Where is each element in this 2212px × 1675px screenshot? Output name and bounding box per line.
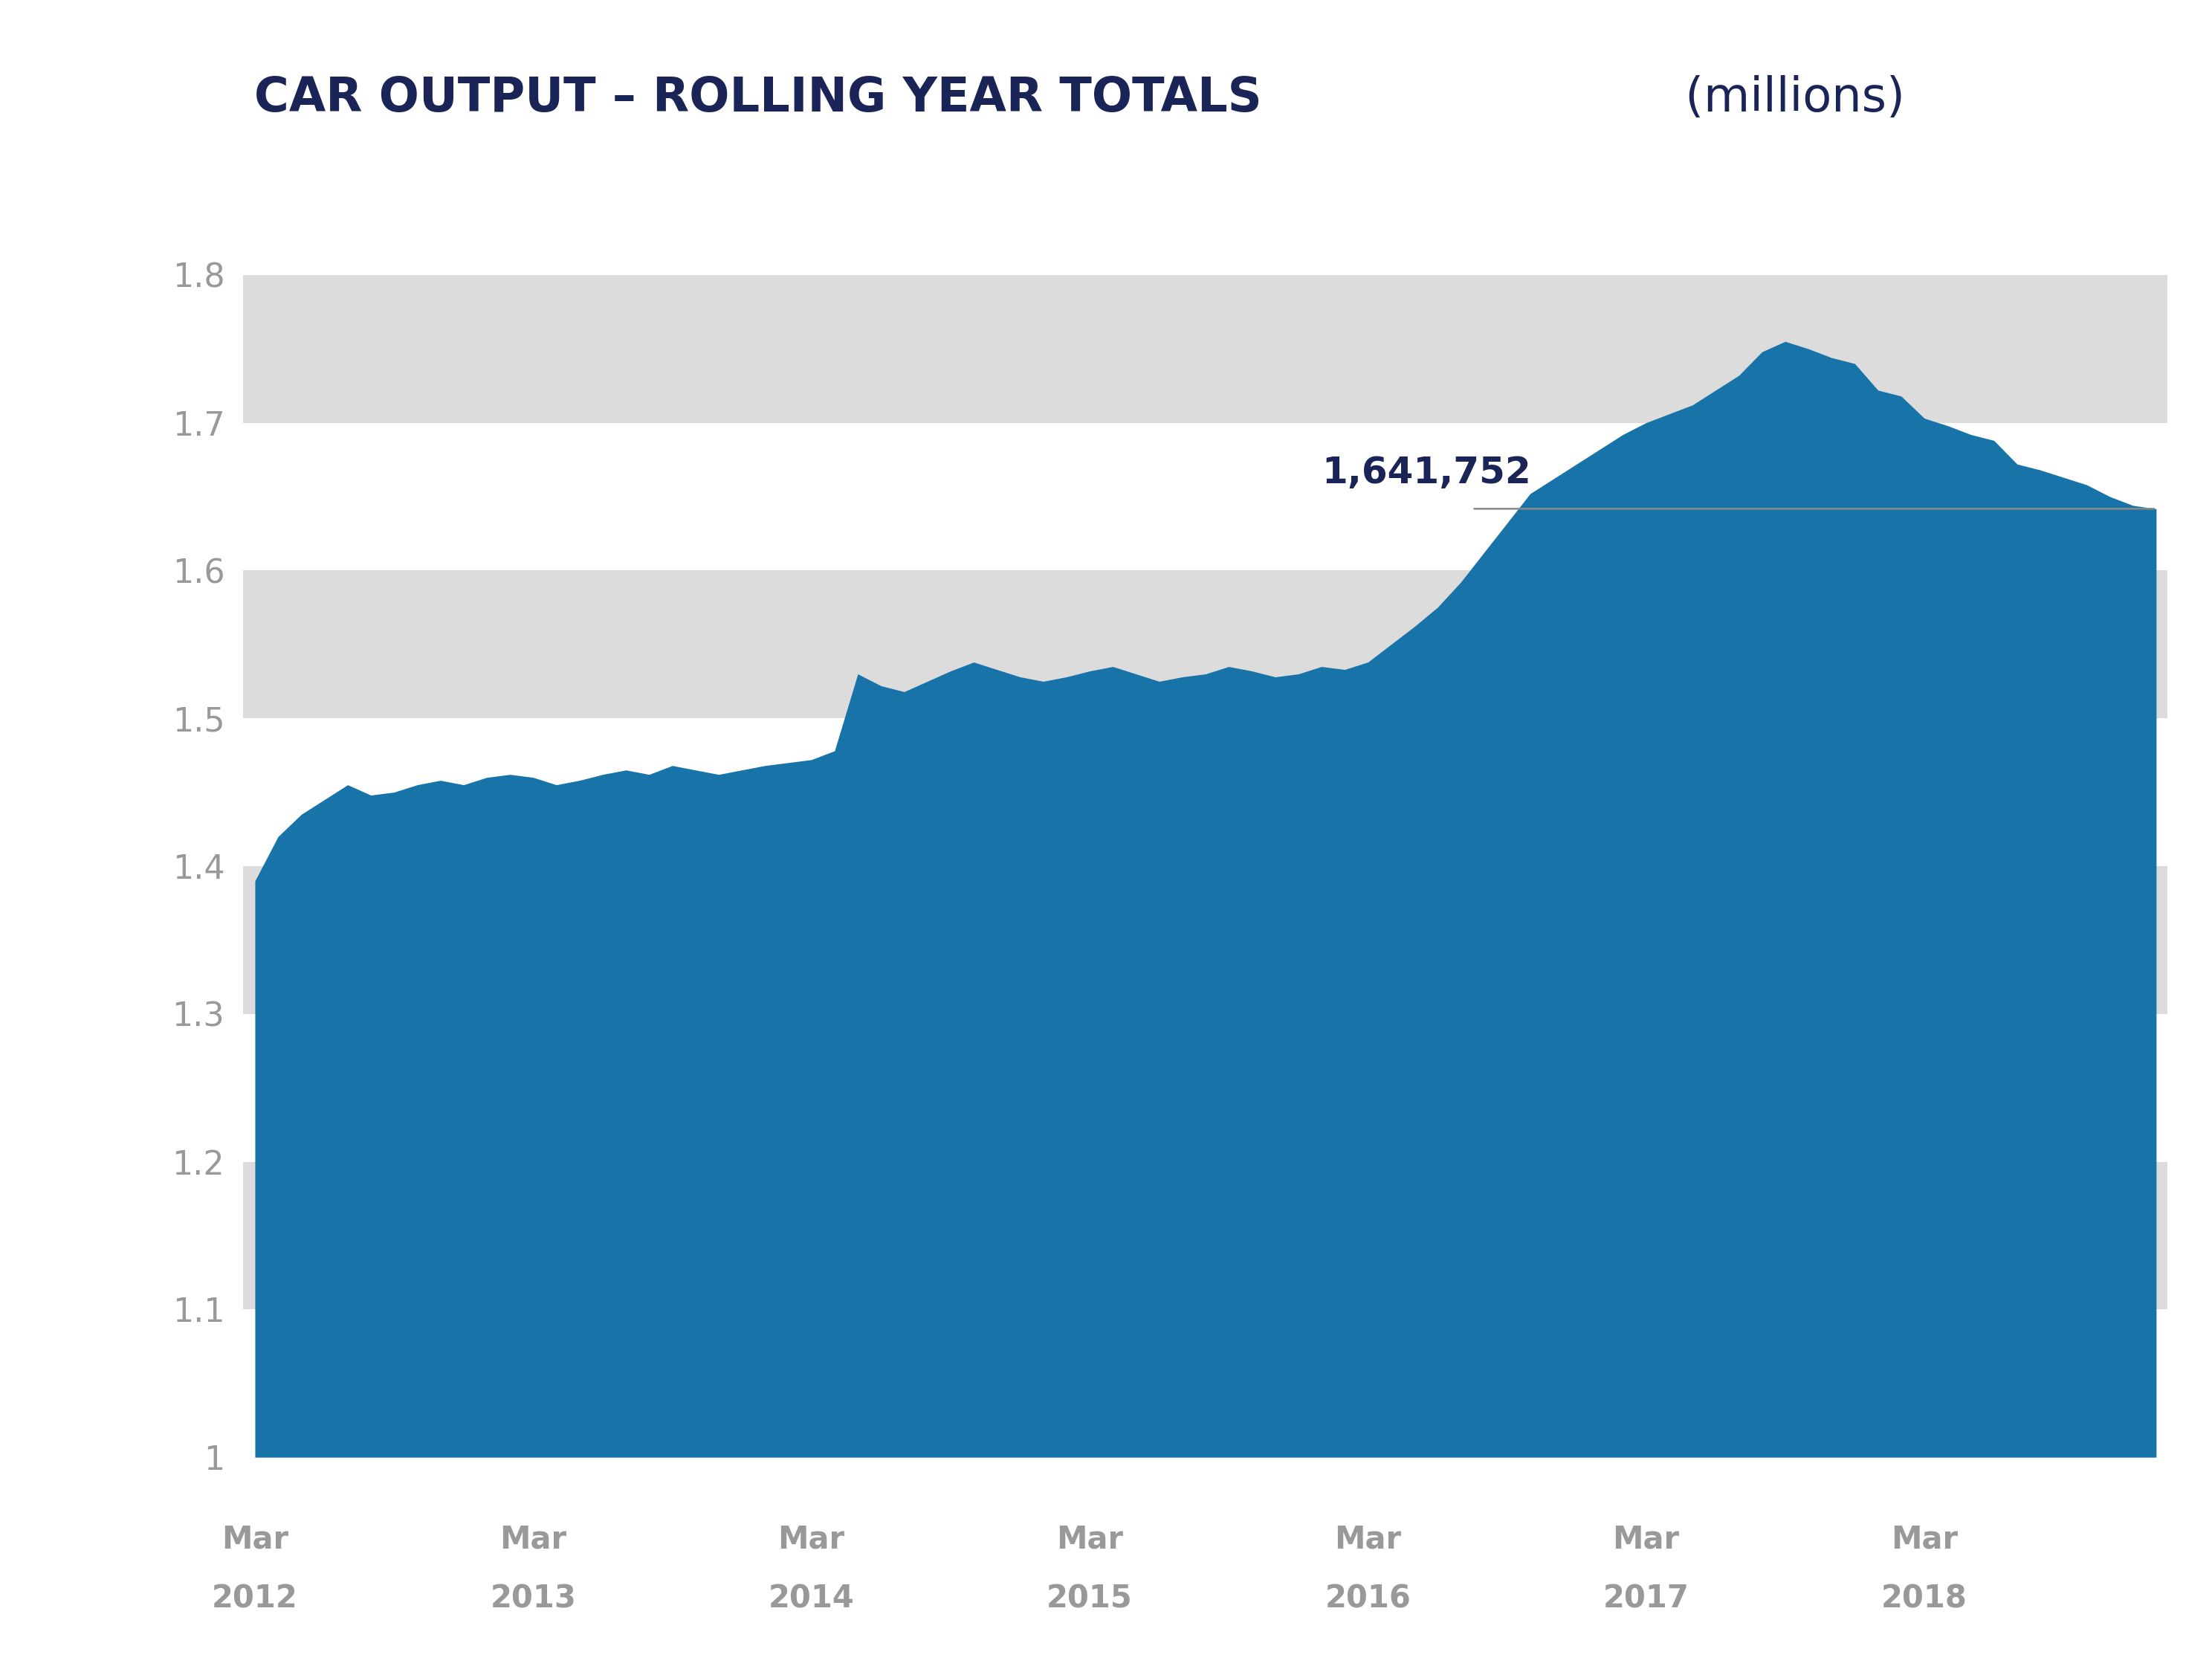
Bar bbox=[243, 866, 2168, 1013]
Text: 2013: 2013 bbox=[491, 1583, 575, 1615]
Text: 2016: 2016 bbox=[1325, 1583, 1411, 1615]
Text: 2018: 2018 bbox=[1880, 1583, 1966, 1615]
Text: (millions): (millions) bbox=[1670, 75, 1905, 122]
Text: Mar: Mar bbox=[500, 1524, 566, 1554]
Text: Mar: Mar bbox=[779, 1524, 845, 1554]
Text: Mar: Mar bbox=[1891, 1524, 1958, 1554]
Text: Mar: Mar bbox=[1334, 1524, 1400, 1554]
Text: CAR OUTPUT – ROLLING YEAR TOTALS: CAR OUTPUT – ROLLING YEAR TOTALS bbox=[254, 75, 1263, 122]
Bar bbox=[243, 571, 2168, 719]
Text: Mar: Mar bbox=[1055, 1524, 1124, 1554]
Bar bbox=[243, 275, 2168, 422]
Text: 2012: 2012 bbox=[212, 1583, 299, 1615]
Text: Mar: Mar bbox=[221, 1524, 288, 1554]
Text: 2014: 2014 bbox=[768, 1583, 854, 1615]
Text: Mar: Mar bbox=[1613, 1524, 1679, 1554]
Text: 2017: 2017 bbox=[1604, 1583, 1690, 1615]
Text: 1,641,752: 1,641,752 bbox=[1321, 456, 1531, 491]
Bar bbox=[243, 1162, 2168, 1310]
Text: 2015: 2015 bbox=[1046, 1583, 1133, 1615]
